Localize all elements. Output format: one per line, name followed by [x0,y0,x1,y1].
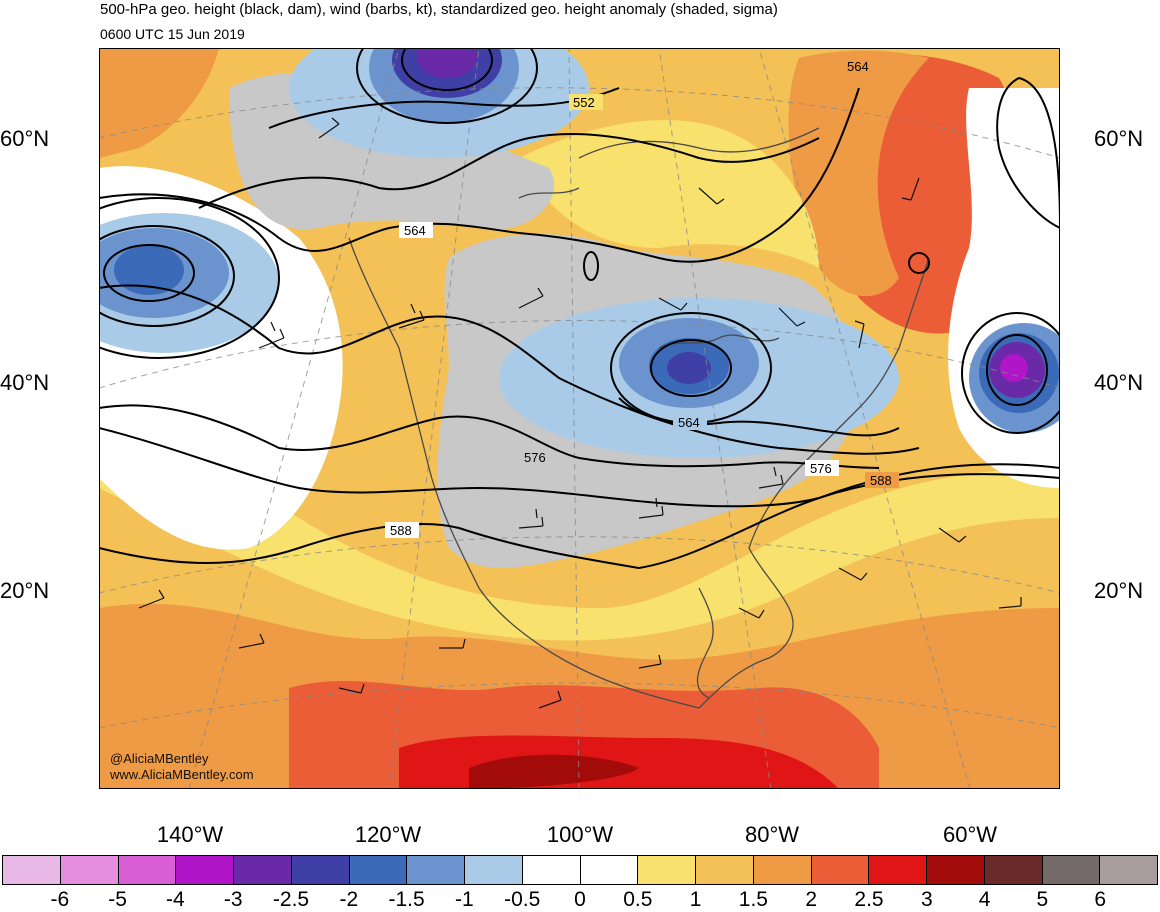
contour-atlantic-low-inner [986,334,1048,406]
colorbar-cell [927,856,985,884]
colorbar-tick-label: -0.5 [504,888,541,911]
colorbar-tick-label: -1.5 [388,888,425,911]
colorbar-tick-label: 1 [689,888,702,911]
contour-label: 588 [870,473,892,488]
colorbar-cell [349,856,408,884]
anomaly-fill-2-west [99,48,219,158]
contour-558 [198,133,820,209]
colorbar-tick-label: 2.5 [854,888,884,911]
contour-lakes-low-inner [650,339,732,397]
colorbar-tick-label: -4 [166,888,185,911]
lat-label-right: 20°N [1094,578,1144,603]
lon-label: 100°W [546,822,614,847]
contour-pacific-low-inner [103,244,195,302]
colorbar-cell [176,856,234,884]
colorbar-tick-label: 0.5 [623,888,653,911]
contour-570 [99,284,920,455]
contour-yukon-low-outer [356,48,538,124]
contour-pacific-low-mid [99,225,235,327]
colorbar-cell [234,856,292,884]
anomaly-fill-0.5to1 [99,424,1060,641]
colorbar-cell [1042,856,1101,884]
colorbar-cell [696,856,754,884]
lat-label-left: 40°N [0,370,50,395]
anomaly-fill-1.5to2-atlantic [788,50,929,297]
colorbar-cell [465,856,523,884]
anomaly-fill-3to4 [469,754,639,789]
anomaly-fill-neg-2-pacific [114,245,184,295]
contour-564 [99,87,860,263]
contour-576 [99,404,880,469]
credit-handle: @AliciaMBentley [110,751,209,766]
colorbar-tick-label: -2 [339,888,359,911]
lat-label-right: 60°N [1094,126,1144,151]
valid-time: 0600 UTC 15 Jun 2019 [100,26,245,42]
anomaly-fill-neg-2.5-lakes [667,352,711,384]
lat-label-right: 40°N [1094,370,1144,395]
colorbar-tick-label: -5 [108,888,127,911]
colorbar-tick-label: 1.5 [738,888,768,911]
colorbar-cell [1100,856,1157,884]
lat-label-left: 20°N [0,578,50,603]
map-panel: 552 564 564 564 576 576 588 588 [99,48,1060,789]
colorbar-ticks: -6 -5 -4 -3 -2.5 -2 -1.5 -1 -0.5 0 0.5 1 1.5 2 2.5 3 4 5 6 [0,886,1160,912]
lon-label: 80°W [744,822,800,847]
contour-label: 564 [678,415,700,430]
colorbar-cell [638,856,696,884]
contour-label: 576 [810,461,832,476]
colorbar [2,855,1158,885]
lon-label: 140°W [156,822,224,847]
colorbar-tick-label: -2.5 [272,888,310,911]
anomaly-fill-neg-3-atlantic [1000,354,1028,382]
contour-label: 576 [524,450,546,465]
credit-url: www.AliciaMBentley.com [110,767,254,782]
lon-label: 60°W [942,822,998,847]
colorbar-tick-label: 4 [978,888,991,911]
colorbar-cell [407,856,465,884]
colorbar-tick-label: -3 [223,888,243,911]
colorbar-cell [522,856,581,884]
colorbar-cell [3,856,61,884]
colorbar-tick-label: 5 [1036,888,1049,911]
graticule [99,48,1060,789]
contour-label: 552 [573,95,595,110]
colorbar-cell [291,856,350,884]
colorbar-tick-label: 6 [1094,888,1107,911]
colorbar-cell [869,856,927,884]
colorbar-cell [60,856,119,884]
colorbar-cell [753,856,812,884]
contour-label: 588 [390,523,412,538]
map-title: 500-hPa geo. height (black, dam), wind (… [100,1,778,18]
lon-label: 120°W [354,822,422,847]
contour-label: 564 [404,223,426,238]
anomaly-fill-0.5to1-north [519,119,819,268]
colorbar-tick-label: -1 [455,888,474,911]
contour-pacific-low-outer [99,197,280,359]
colorbar-cell [811,856,870,884]
colorbar-tick-label: 0 [574,888,586,911]
colorbar-cell [984,856,1043,884]
contour-label: 564 [847,59,869,74]
contour-small-high [908,252,930,274]
colorbar-cell [118,856,177,884]
anomaly-fill-neg-3-yukon [417,48,477,78]
lat-label-left: 60°N [0,126,50,151]
contour-yukon-low-inner [401,48,493,91]
contour-labels: 552 564 564 564 576 576 588 588 [385,58,899,538]
contour-atlantic-low-outer [961,312,1060,434]
coastlines [348,127,930,709]
colorbar-cell [580,856,639,884]
colorbar-tick-label: -6 [50,888,70,911]
colorbar-tick-label: 3 [920,888,933,911]
wind-barbs [138,117,1022,709]
colorbar-tick-label: 2 [805,888,818,911]
contour-small-ring [583,251,599,281]
contour-atlantic-ring-1 [996,76,1060,230]
contour-582 [99,427,1060,508]
